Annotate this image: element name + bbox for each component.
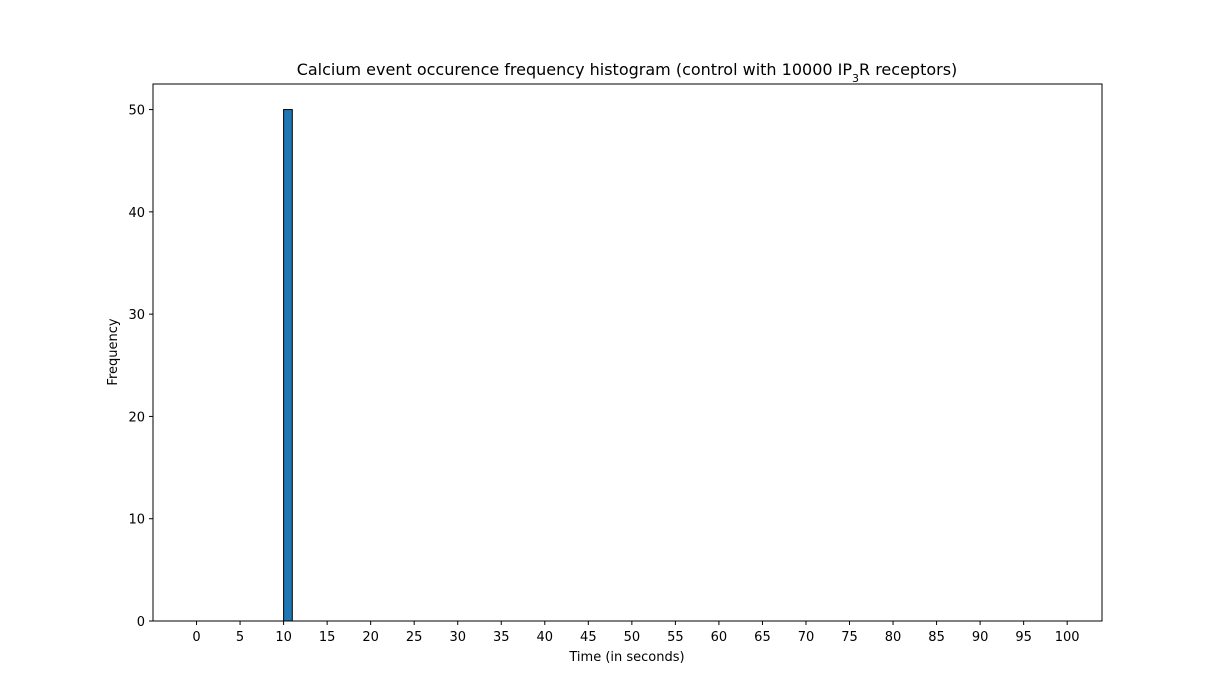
chart-title-part-2: R receptors) [859,60,957,79]
histogram-bar [283,109,293,622]
y-axis-label: Frequency [106,318,121,385]
y-tick-label: 30 [128,308,145,323]
x-tick-label: 70 [798,630,815,645]
y-tick-label: 50 [128,104,145,119]
y-tick-label: 0 [137,615,145,630]
y-tick-label: 40 [128,206,145,221]
y-axis-ticks: 0 10 20 30 40 50 [128,104,153,630]
x-axis-label: Time (in seconds) [568,650,684,665]
x-tick-label: 45 [580,630,597,645]
x-tick-label: 50 [624,630,641,645]
x-tick-label: 15 [319,630,336,645]
x-tick-label: 65 [754,630,771,645]
chart-title: Calcium event occurence frequency histog… [297,60,958,85]
x-tick-label: 5 [236,630,244,645]
plot-area-frame [152,83,1103,622]
x-tick-label: 75 [841,630,858,645]
bars-layer [283,109,293,622]
x-tick-label: 0 [192,630,200,645]
x-tick-label: 100 [1055,630,1080,645]
x-tick-label: 80 [885,630,902,645]
x-tick-label: 20 [362,630,379,645]
y-tick-label: 10 [128,513,145,528]
x-tick-label: 40 [537,630,554,645]
chart-title-subscript: 3 [852,72,859,85]
x-tick-label: 60 [711,630,728,645]
x-tick-label: 30 [449,630,466,645]
x-tick-label: 35 [493,630,510,645]
x-axis-ticks: 0 5 10 15 20 25 30 35 40 45 50 55 60 65 70 75 80 85 90 95 10… [192,621,1080,645]
y-tick-label: 20 [128,410,145,425]
x-tick-label: 95 [1015,630,1032,645]
x-tick-label: 85 [928,630,945,645]
chart-title-part-1: Calcium event occurence frequency histog… [297,60,853,79]
x-tick-label: 25 [406,630,423,645]
x-tick-label: 55 [667,630,684,645]
x-tick-label: 90 [972,630,989,645]
x-tick-label: 10 [275,630,292,645]
